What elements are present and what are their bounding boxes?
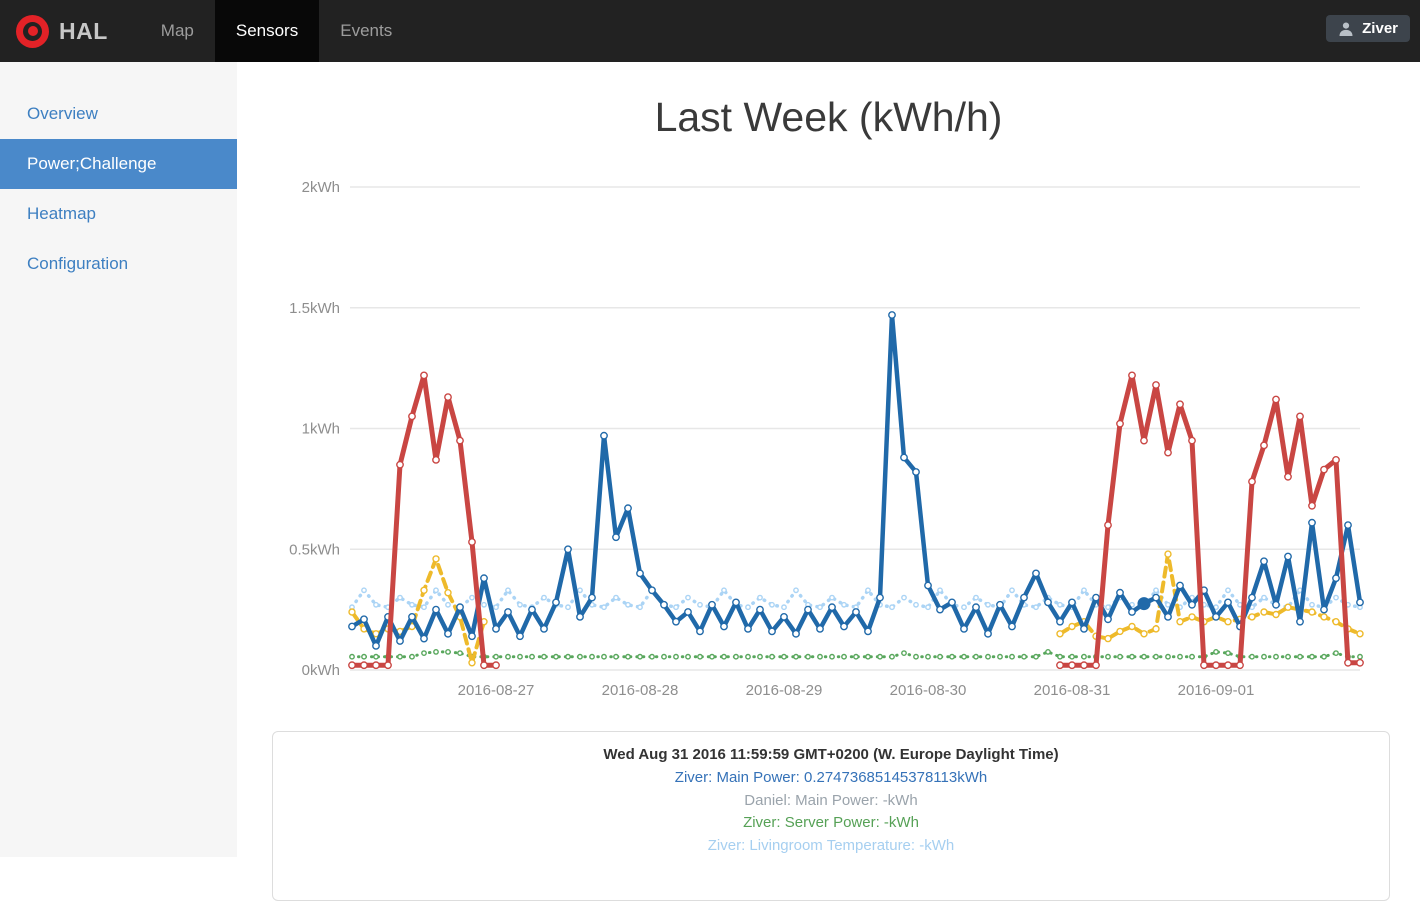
sidebar-item-overview[interactable]: Overview xyxy=(27,104,98,123)
brand-title: HAL xyxy=(59,17,108,44)
readout-row-daniel-main-power: Daniel: Main Power: -kWh xyxy=(744,791,918,809)
svg-text:2016-08-31: 2016-08-31 xyxy=(1034,682,1111,699)
readout-row-ziver-livingroom-temperature: Ziver: Livingroom Temperature: -kWh xyxy=(707,836,955,854)
highlighted-point xyxy=(1137,597,1151,611)
sidebar-item-heatmap[interactable]: Heatmap xyxy=(27,204,96,223)
svg-text:2016-08-30: 2016-08-30 xyxy=(890,682,967,699)
svg-text:2016-08-29: 2016-08-29 xyxy=(746,682,823,699)
main-nav: Map Sensors Events xyxy=(140,0,413,62)
svg-text:2016-08-27: 2016-08-27 xyxy=(458,682,535,699)
user-menu-button[interactable]: Ziver xyxy=(1326,15,1410,42)
svg-text:2016-09-01: 2016-09-01 xyxy=(1178,682,1255,699)
sidebar: Overview Power;Challenge Heatmap Configu… xyxy=(0,62,237,857)
top-navbar: HAL Map Sensors Events Ziver xyxy=(0,0,1420,62)
svg-text:2kWh: 2kWh xyxy=(302,179,340,196)
svg-text:2016-08-28: 2016-08-28 xyxy=(602,682,679,699)
user-icon xyxy=(1338,21,1354,37)
brand[interactable]: HAL xyxy=(0,0,124,62)
hal-logo-icon xyxy=(16,14,49,48)
page-title: Last Week (kWh/h) xyxy=(654,94,1003,140)
svg-text:1kWh: 1kWh xyxy=(302,421,340,438)
sidebar-item-power-challenge[interactable]: Power;Challenge xyxy=(0,139,237,189)
power-line-chart[interactable]: 0kWh 0.5kWh 1kWh 1.5kWh 2kWh 2016-08-27 2016-0… xyxy=(270,170,1392,710)
nav-item-events[interactable]: Events xyxy=(340,21,393,40)
readout-row-ziver-server-power: Ziver: Server Power: -kWh xyxy=(743,814,919,831)
nav-item-sensors[interactable]: Sensors xyxy=(214,0,320,62)
svg-text:0kWh: 0kWh xyxy=(302,662,340,679)
nav-item-map[interactable]: Map xyxy=(160,21,194,40)
sidebar-item-configuration[interactable]: Configuration xyxy=(27,254,129,273)
svg-text:0.5kWh: 0.5kWh xyxy=(289,541,340,558)
svg-text:1.5kWh: 1.5kWh xyxy=(289,300,340,317)
hover-readout-panel: Wed Aug 31 2016 11:59:59 GMT+0200 (W. Eu… xyxy=(272,731,1390,901)
readout-row-ziver-main-power: Ziver: Main Power: 0.27473685145378113kW… xyxy=(674,769,988,786)
user-name: Ziver xyxy=(1362,20,1398,37)
readout-timestamp: Wed Aug 31 2016 11:59:59 GMT+0200 (W. Eu… xyxy=(603,746,1059,763)
